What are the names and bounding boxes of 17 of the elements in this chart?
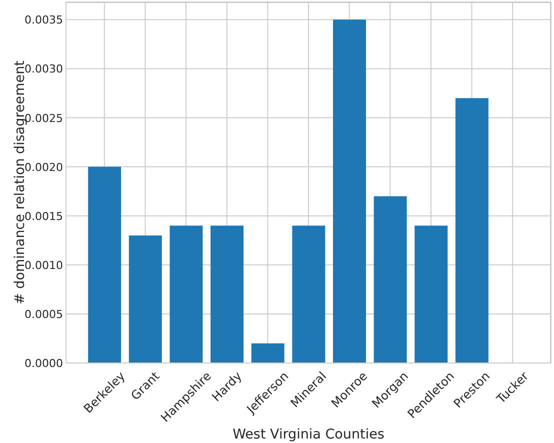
bar bbox=[332, 20, 366, 363]
y-tick-label: 0.0030 bbox=[24, 62, 63, 76]
bar bbox=[88, 166, 122, 363]
y-tick-label: 0.0000 bbox=[24, 356, 63, 370]
y-tick-label: 0.0035 bbox=[24, 13, 63, 26]
bar bbox=[170, 226, 203, 363]
bar bbox=[374, 196, 407, 363]
bar bbox=[251, 343, 284, 363]
bar bbox=[128, 235, 162, 363]
bar bbox=[414, 226, 448, 363]
bar bbox=[455, 98, 488, 363]
y-tick-label: 0.0020 bbox=[24, 160, 63, 174]
bar bbox=[292, 226, 326, 363]
y-tick-label: 0.0005 bbox=[24, 307, 63, 320]
bar bbox=[210, 226, 244, 363]
x-axis-title: West Virginia Counties bbox=[232, 426, 384, 442]
y-tick-label: 0.0015 bbox=[24, 209, 63, 222]
